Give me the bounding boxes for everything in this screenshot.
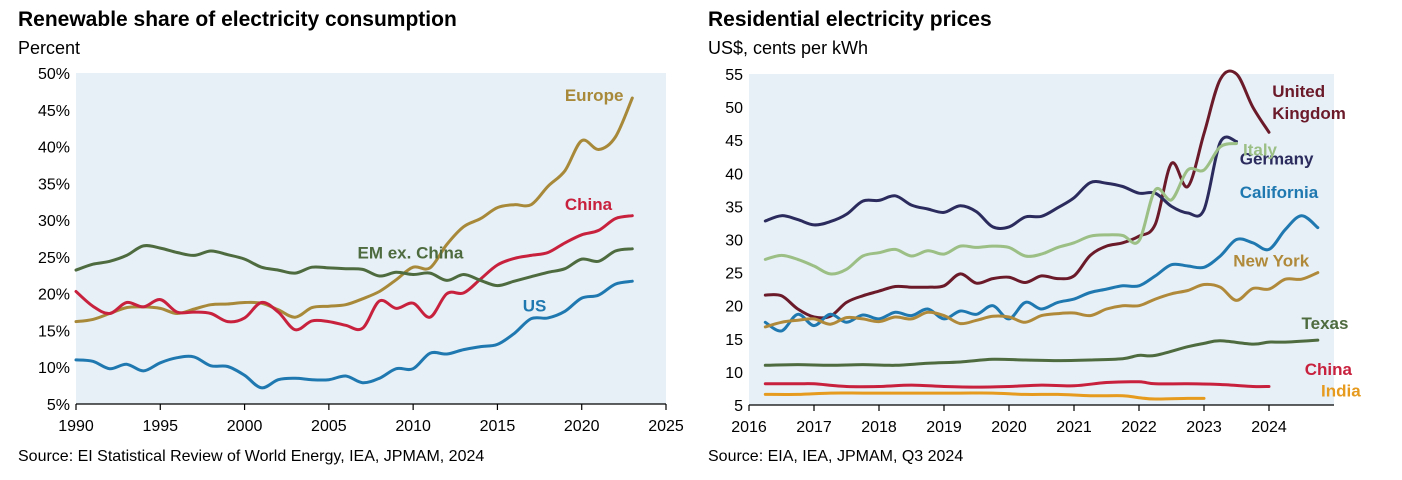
series-line-india <box>763 391 1206 401</box>
x-tick-label: 2005 <box>311 418 347 435</box>
series-label-china: China <box>565 195 613 214</box>
y-tick-label: 50% <box>38 66 70 83</box>
x-tick-label: 2010 <box>395 418 431 435</box>
y-tick-label: 25% <box>38 250 70 267</box>
x-tick-label: 2021 <box>1056 419 1092 436</box>
y-tick-label: 55 <box>725 67 743 84</box>
y-tick-label: 50 <box>725 100 743 117</box>
left-chart-source: Source: EI Statistical Review of World E… <box>18 448 485 465</box>
series-line-china <box>74 214 634 332</box>
series-label-united: United <box>1272 82 1325 101</box>
x-tick-label: 2000 <box>227 418 263 435</box>
series-line-united <box>763 69 1271 320</box>
right-chart-panel: Residential electricity prices US$, cent… <box>700 0 1402 480</box>
series-label-india: India <box>1321 381 1361 400</box>
y-tick-label: 35 <box>725 199 743 216</box>
series-label-italy: Italy <box>1243 140 1278 159</box>
series-label-em-ex-china: EM ex. China <box>358 243 464 262</box>
x-tick-label: 2025 <box>648 418 684 435</box>
left-chart-title: Renewable share of electricity consumpti… <box>18 8 457 31</box>
series-label-new-york: New York <box>1233 252 1309 271</box>
series-label-china: China <box>1305 360 1353 379</box>
series-label-germany: Germany <box>1240 150 1314 169</box>
series-line-europe <box>74 96 634 324</box>
series-line-texas <box>763 338 1320 367</box>
left-chart-subtitle: Percent <box>18 38 81 58</box>
x-tick-label: 2024 <box>1251 419 1287 436</box>
x-tick-label: 2016 <box>731 419 767 436</box>
series-label-us: US <box>523 296 547 315</box>
x-tick-label: 2019 <box>926 419 962 436</box>
series-label-europe: Europe <box>565 86 624 105</box>
y-tick-label: 20 <box>725 299 743 316</box>
x-tick-label: 2023 <box>1186 419 1222 436</box>
y-tick-label: 40% <box>38 140 70 157</box>
x-tick-label: 1995 <box>142 418 178 435</box>
x-tick-label: 2018 <box>861 419 897 436</box>
y-tick-label: 45 <box>725 133 743 150</box>
plot-area <box>76 73 666 404</box>
y-tick-label: 30% <box>38 213 70 230</box>
y-tick-label: 10% <box>38 360 70 377</box>
y-tick-label: 25 <box>725 266 743 283</box>
right-chart-title: Residential electricity prices <box>708 8 992 31</box>
series-line-us <box>74 279 634 390</box>
y-tick-label: 5 <box>734 398 743 415</box>
y-tick-label: 35% <box>38 176 70 193</box>
x-tick-label: 2015 <box>480 418 516 435</box>
x-tick-label: 2020 <box>564 418 600 435</box>
x-tick-label: 2022 <box>1121 419 1157 436</box>
left-chart-panel: Renewable share of electricity consumpti… <box>0 0 700 480</box>
series-line-china <box>763 380 1271 389</box>
left-chart: 5% 10% 15% 20% 25% 30% 35% 40% 45% 50% 1990 1995 200… <box>38 66 684 435</box>
right-chart: 5 10 15 20 25 30 35 40 45 50 55 2016 2017 2018 2019 202… <box>725 67 1361 436</box>
x-tick-label: 2020 <box>991 419 1027 436</box>
series-line-italy <box>763 142 1238 276</box>
y-tick-label: 10 <box>725 365 743 382</box>
y-tick-label: 5% <box>47 397 70 414</box>
series-line-germany <box>763 135 1238 231</box>
y-tick-label: 15% <box>38 323 70 340</box>
y-tick-label: 40 <box>725 166 743 183</box>
x-tick-label: 1990 <box>58 418 94 435</box>
right-chart-source: Source: EIA, IEA, JPMAM, Q3 2024 <box>708 448 964 465</box>
series-label-california: California <box>1240 183 1319 202</box>
series-label-texas: Texas <box>1302 314 1349 333</box>
x-tick-label: 2017 <box>796 419 832 436</box>
series-line-em-ex-china <box>74 244 634 288</box>
y-tick-label: 45% <box>38 103 70 120</box>
y-tick-label: 15 <box>725 332 743 349</box>
series-line-new-york <box>763 271 1320 329</box>
right-chart-subtitle: US$, cents per kWh <box>708 38 869 58</box>
y-tick-label: 20% <box>38 287 70 304</box>
y-tick-label: 30 <box>725 233 743 250</box>
series-label-kingdom: Kingdom <box>1272 104 1346 123</box>
